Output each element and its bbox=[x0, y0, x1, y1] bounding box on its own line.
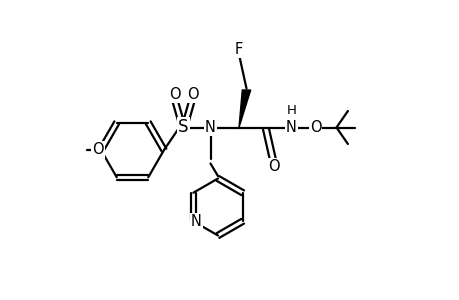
Text: H: H bbox=[286, 104, 296, 118]
Text: O: O bbox=[267, 159, 279, 174]
Text: O: O bbox=[309, 120, 321, 135]
Text: F: F bbox=[235, 42, 243, 57]
Text: O: O bbox=[186, 87, 198, 102]
Text: S: S bbox=[178, 118, 188, 136]
Text: O: O bbox=[168, 87, 180, 102]
Polygon shape bbox=[239, 90, 250, 128]
Text: N: N bbox=[285, 120, 297, 135]
Text: N: N bbox=[205, 120, 215, 135]
Text: O: O bbox=[92, 142, 104, 158]
Text: N: N bbox=[190, 214, 202, 229]
